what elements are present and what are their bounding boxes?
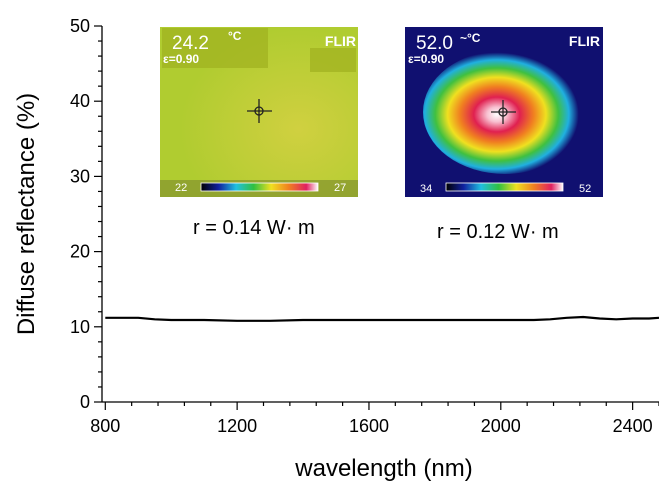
y-tick-label: 50	[70, 16, 90, 36]
thermal-image-ambient-temperature: 24.2	[172, 33, 209, 54]
x-tick-label: 2000	[481, 416, 521, 436]
thermal-image-ambient-corner-box	[310, 48, 356, 72]
thermal-image-ambient-color-scale	[200, 182, 319, 192]
x-axis-title: wavelength (nm)	[294, 455, 472, 482]
thermal-image-heated: 52.0 ~°C ε=0.90 FLIR 34 52	[405, 27, 603, 197]
thermal-image-ambient-scale-min: 22	[175, 182, 187, 194]
thermal-image-ambient-header-box	[162, 28, 268, 68]
thermal-image-heated-unit: ~°C	[460, 31, 481, 45]
thermal-image-heated-temperature: 52.0	[416, 33, 453, 54]
x-tick-label: 1600	[349, 416, 389, 436]
crosshair-icon	[247, 99, 272, 123]
axes: 0 10 20 30 40 50 800 1200 1600 2000 2400	[70, 16, 659, 436]
y-tick-label: 10	[70, 317, 90, 337]
thermal-image-ambient-emissivity: ε=0.90	[163, 52, 199, 66]
thermal-image-ambient-unit: °C	[228, 29, 242, 43]
y-tick-label: 30	[70, 166, 90, 186]
thermal-image-ambient-label: r = 0.14 W· m	[193, 217, 315, 239]
y-tick-label: 20	[70, 242, 90, 262]
y-tick-label: 0	[80, 392, 90, 412]
crosshair-icon	[491, 100, 516, 124]
thermal-image-ambient-brand: FLIR	[325, 33, 356, 49]
thermal-image-heated-brand: FLIR	[569, 33, 600, 49]
y-axis-title: Diffuse reflectance (%)	[13, 93, 40, 335]
thermal-image-ambient: 24.2 °C ε=0.90 FLIR 22 27	[160, 27, 358, 197]
thermal-image-heated-label: r = 0.12 W· m	[437, 221, 559, 243]
x-ticks: 800 1200 1600 2000 2400	[90, 402, 659, 436]
series-line-reflectance	[105, 315, 659, 322]
thermal-image-heated-emissivity: ε=0.90	[408, 52, 444, 66]
y-tick-label: 40	[70, 91, 90, 111]
x-tick-label: 1200	[217, 416, 257, 436]
thermal-image-heated-scale-max: 52	[579, 183, 591, 195]
thermal-image-heated-scale-min: 34	[420, 183, 432, 195]
thermal-image-heated-color-scale	[445, 182, 564, 192]
x-tick-label: 2400	[613, 416, 653, 436]
x-tick-label: 800	[90, 416, 120, 436]
y-ticks: 0 10 20 30 40 50	[70, 16, 102, 412]
thermal-image-ambient-scale-max: 27	[334, 182, 346, 194]
